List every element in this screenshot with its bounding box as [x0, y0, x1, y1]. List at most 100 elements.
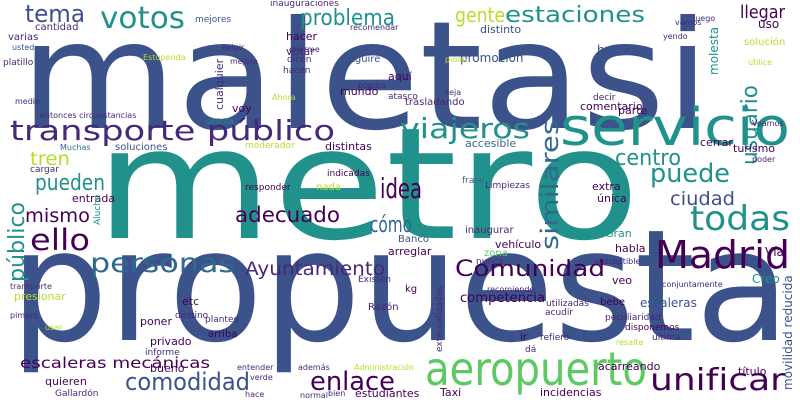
word: bueno [150, 362, 185, 375]
word: luego [693, 14, 715, 23]
word: Vía [765, 245, 784, 259]
word: viajeros [400, 112, 530, 145]
word: problema [300, 6, 395, 31]
word: vamos [675, 18, 702, 27]
word: todas [690, 199, 790, 239]
word: acudir [545, 308, 573, 318]
word: accesible [465, 137, 516, 150]
word: indicadas [327, 169, 370, 179]
word: usar [45, 323, 63, 332]
word: estaciones [505, 3, 645, 28]
word: hace [245, 390, 264, 399]
word: informe [145, 348, 180, 358]
word: medio [15, 97, 40, 106]
word: poder [752, 155, 776, 164]
word: hacen [283, 66, 310, 76]
word: competencia [460, 291, 545, 306]
word: hoteles [597, 43, 641, 57]
word: arreglar [388, 245, 432, 258]
word: destino [175, 311, 209, 321]
word: propuesta [10, 196, 790, 377]
word: hacer [286, 30, 318, 43]
word: solicita [206, 117, 234, 126]
word: gente [455, 3, 505, 27]
word: recomiende [487, 285, 534, 294]
word: usuario [738, 85, 763, 165]
word: estudiantes [355, 387, 420, 400]
word: inaugurar [465, 225, 515, 236]
word: arriba [208, 329, 237, 340]
word: externalizados [435, 286, 445, 352]
word: ello [30, 223, 90, 257]
word: unificar [650, 363, 786, 398]
word: Limpiezas [485, 181, 530, 191]
word: voy [232, 102, 252, 115]
word: kg [405, 284, 417, 295]
word: única [597, 192, 627, 205]
word: inauguraciones [270, 0, 339, 9]
word: ciudad [670, 188, 735, 210]
word: Ahora [272, 93, 296, 102]
word: exigir [222, 43, 245, 52]
word: cargar [30, 165, 59, 175]
word: Existen [358, 275, 391, 285]
word: aeropuerto [425, 342, 647, 396]
word: Aluche [93, 194, 103, 225]
word: yendo [663, 32, 688, 41]
word: tema [25, 0, 85, 28]
word: metro [95, 94, 640, 275]
word: votos [100, 1, 185, 36]
word: promoción [460, 51, 524, 65]
word: puede [650, 159, 730, 189]
word: mejora [230, 57, 258, 66]
word: platillo [3, 58, 34, 68]
word: nada [316, 182, 341, 193]
word: mejores [195, 15, 231, 25]
word: varias [8, 32, 38, 43]
word: servicio [560, 98, 790, 158]
word: recomendar [350, 23, 399, 32]
word: escaleras [640, 296, 697, 310]
word: Comunidad [455, 257, 605, 282]
word: adecuado [235, 203, 340, 227]
word: enlace [310, 367, 395, 397]
word: poner [140, 315, 172, 328]
word: presionar [14, 290, 66, 303]
word: molesta [707, 27, 721, 75]
word: ultima [652, 333, 681, 343]
word: susceptible [595, 257, 640, 266]
word: normal [300, 391, 328, 400]
word: solución [744, 36, 785, 48]
word: centro [615, 146, 681, 171]
word: deja [444, 88, 461, 97]
word: conjuntamente [662, 280, 723, 289]
word: enorme [289, 45, 320, 54]
word: pimero [10, 311, 38, 320]
word: Madrid [655, 233, 790, 277]
word: maletasi [20, 0, 710, 164]
word: bebe [600, 297, 625, 308]
word: refiero [540, 333, 570, 343]
word: llegar [740, 2, 786, 23]
word: personas [90, 248, 235, 279]
word: veo [612, 274, 632, 287]
word: además [298, 363, 330, 372]
word: Gallardón [55, 388, 98, 399]
word: entonces circunstancias [40, 111, 136, 120]
word: dicen [287, 55, 311, 65]
word: decir [593, 93, 616, 103]
word: Estupenda [143, 53, 186, 62]
word: entrada [72, 192, 115, 205]
word: votar [286, 45, 315, 58]
word: disponemos [625, 323, 680, 333]
word: Banco [398, 234, 429, 245]
word: moderador [245, 141, 295, 151]
word: tren [30, 148, 70, 170]
word: Taxi [439, 386, 461, 399]
word: movilidad reducida [781, 275, 795, 390]
word: uso [758, 17, 779, 31]
word: Ayuntamiento [245, 258, 385, 280]
word: bombo [358, 81, 386, 90]
